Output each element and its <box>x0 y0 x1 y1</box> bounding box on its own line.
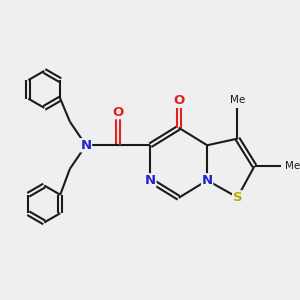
Text: N: N <box>145 174 156 187</box>
Text: Me: Me <box>285 161 300 171</box>
Text: O: O <box>112 106 124 118</box>
Text: S: S <box>232 191 242 204</box>
Text: N: N <box>202 174 213 187</box>
Text: Me: Me <box>230 94 245 104</box>
Text: O: O <box>173 94 184 107</box>
Text: N: N <box>80 139 92 152</box>
